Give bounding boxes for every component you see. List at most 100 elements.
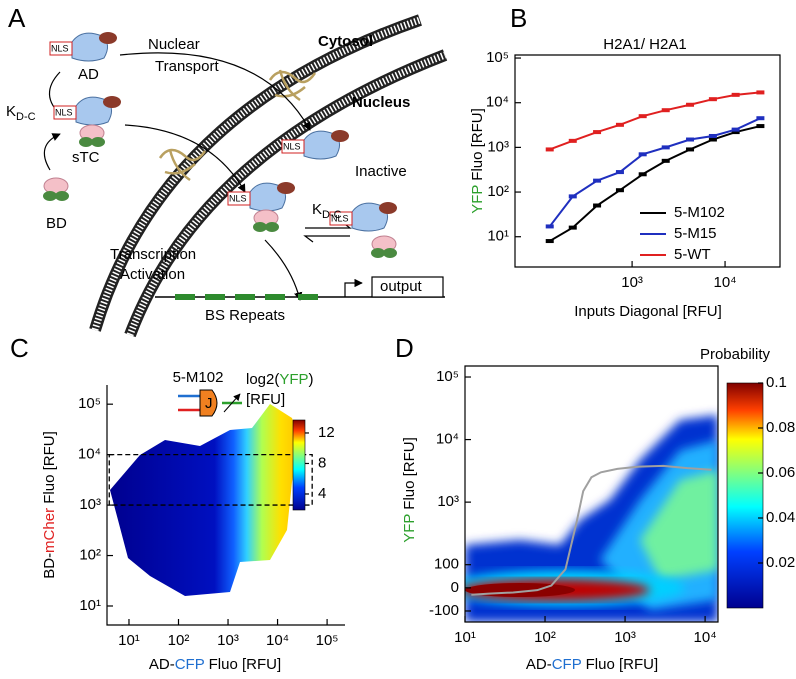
y-tick-label: 10⁵ [78, 395, 101, 412]
point [661, 158, 670, 163]
y-axis-label-part: YFP [469, 185, 486, 214]
axis-line [464, 365, 719, 623]
colorbar [726, 382, 764, 609]
point [708, 137, 717, 142]
y-axis-label: YFP Fluo [RFU] [469, 108, 486, 214]
colorbar-tick-label: 12 [318, 424, 335, 441]
x-tick-label: 10³ [621, 274, 643, 291]
inset-arrow [223, 393, 241, 413]
y-axis-label-part: Fluo [RFU] [469, 108, 486, 185]
x-axis-label-part: Fluo [RFU] [204, 656, 281, 673]
label: Nuclear [148, 36, 200, 53]
x-tick-label: 10⁴ [266, 632, 289, 649]
label: K [312, 201, 322, 218]
point [661, 108, 670, 113]
label: output [380, 278, 423, 295]
colorbar [292, 419, 306, 511]
colorbar-title-part: log2( [246, 371, 279, 388]
panel-label: B [510, 3, 527, 33]
colorbar-tick-label: 8 [318, 454, 326, 471]
point [686, 102, 695, 107]
x-axis-label: AD-CFP Fluo [RFU] [526, 656, 658, 673]
y-tick-label: 10⁴ [486, 94, 509, 111]
legend-label: 5-M15 [674, 225, 717, 242]
point [545, 147, 554, 152]
point [615, 170, 624, 175]
colorbar-tick-label: 0.02 [766, 554, 795, 571]
colorbar-tick-label: 0.08 [766, 419, 795, 436]
y-tick-label: -100 [429, 602, 459, 619]
axis-line [514, 54, 781, 268]
label: Inactive [355, 163, 407, 180]
point [708, 133, 717, 138]
x-tick-label: 10⁴ [694, 629, 717, 646]
x-tick-label: 10¹ [454, 629, 476, 646]
colorbar-title: Probability [700, 346, 771, 363]
y-axis-label: YFP Fluo [RFU] [401, 437, 418, 543]
label: KD-C [6, 103, 36, 123]
label: NLS [229, 193, 247, 203]
colorbar-title-part: YFP [279, 371, 308, 388]
x-tick-label: 10¹ [118, 632, 140, 649]
point [638, 172, 647, 177]
panel-label: D [395, 333, 414, 363]
point [593, 178, 602, 183]
label: Transcription [110, 246, 196, 263]
point [615, 122, 624, 127]
point [661, 145, 670, 150]
legend-label: 5-WT [674, 246, 711, 263]
label: Activation [120, 266, 185, 283]
label: sTC [72, 149, 100, 166]
y-tick-label: 10⁵ [486, 49, 509, 66]
point [756, 116, 765, 121]
x-axis-label-part: AD- [526, 656, 552, 673]
y-axis-label-part: mCher [41, 508, 58, 553]
point [756, 90, 765, 95]
x-axis-label-part: CFP [552, 656, 582, 673]
label: BD [46, 215, 67, 232]
point [638, 114, 647, 119]
panel-label: A [8, 3, 26, 33]
point [568, 138, 577, 143]
colorbar-tick-label: 0.1 [766, 374, 787, 391]
label: Cytosol [318, 33, 373, 50]
y-axis-label-part: YFP [401, 514, 418, 543]
colorbar-tick-label: 0.04 [766, 509, 795, 526]
point [568, 194, 577, 199]
x-axis-label-part: AD- [149, 656, 175, 673]
label: NLS [55, 107, 73, 117]
label: Transport [155, 58, 219, 75]
y-tick-label: 10⁴ [436, 431, 459, 448]
point [731, 92, 740, 97]
point [708, 97, 717, 102]
y-tick-label: 10³ [437, 493, 459, 510]
label: KD-C [312, 201, 342, 221]
y-tick-label: 0 [451, 579, 459, 596]
y-axis-label-part: BD- [41, 553, 58, 579]
point [593, 130, 602, 135]
inset-symbol: J [205, 395, 213, 412]
y-axis-label-part: Fluo [RFU] [401, 437, 418, 514]
y-tick-label: 10² [79, 547, 101, 564]
x-tick-label: 10⁵ [316, 632, 339, 649]
y-tick-label: 10¹ [79, 597, 101, 614]
x-axis-label: Inputs Diagonal [RFU] [574, 303, 722, 320]
series-line [549, 91, 761, 151]
label: D-C [16, 111, 36, 123]
point [568, 225, 577, 230]
y-axis-label-part: Fluo [RFU] [41, 431, 58, 508]
x-axis-label-part: CFP [175, 656, 205, 673]
x-tick-label: 10² [168, 632, 190, 649]
legend-label: 5-M102 [674, 204, 725, 221]
panel-a-drawing [43, 14, 448, 338]
label: NLS [331, 213, 349, 223]
point [731, 130, 740, 135]
series-line [549, 125, 761, 242]
point [545, 239, 554, 244]
point [615, 188, 624, 193]
colorbar-unit: [RFU] [246, 391, 285, 408]
y-tick-label: 10⁴ [78, 446, 101, 463]
y-axis-label: BD-mCher Fluo [RFU] [41, 431, 58, 579]
y-tick-label: 10³ [79, 496, 101, 513]
